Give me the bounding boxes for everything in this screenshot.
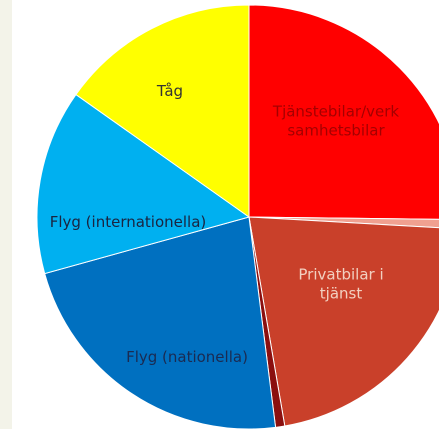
- pie-slice-label-0: Tjänstebilar/verk samhetsbilar: [272, 103, 399, 140]
- pie-slice-5: [36, 93, 251, 275]
- pie-slice-label-2: Privatbilar i tjänst: [298, 266, 383, 303]
- pie-slice-label-4: Flyg (nationella): [126, 348, 248, 366]
- pie-slice-label-5: Flyg (internationella): [50, 213, 207, 231]
- pie-slice-2: [248, 216, 439, 427]
- pie-slice-0: [248, 4, 439, 220]
- pie-slice-6: [75, 4, 250, 218]
- pie-slice-label-6: Tåg: [156, 82, 183, 100]
- pie-chart: Tjänstebilar/verk samhetsbilar Privatbilar…: [36, 4, 439, 429]
